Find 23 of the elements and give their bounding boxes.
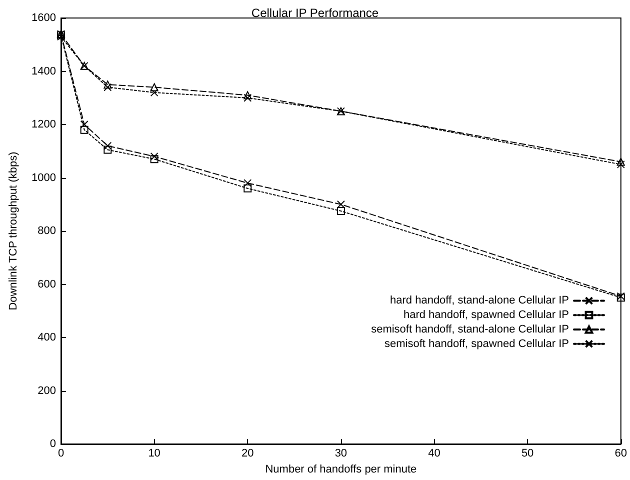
y-tick-label: 0 [50,438,56,450]
legend-label: hard handoff, spawned Cellular IP [403,309,569,322]
x-tick-label: 10 [148,448,160,460]
y-tick-label: 600 [38,278,56,290]
legend-label: hard handoff, stand-alone Cellular IP [390,294,569,307]
x-tick-label: 60 [614,448,628,460]
y-tick-label: 800 [38,225,56,237]
legend-label: semisoft handoff, spawned Cellular IP [384,338,569,350]
x-tick-label: 50 [521,448,534,460]
x-tick-label: 20 [242,448,254,460]
y-tick-label: 1600 [32,12,56,24]
x-tick-label: 30 [334,448,348,460]
x-axis-title: Number of handoffs per minute [265,464,417,476]
y-tick-label: 200 [38,384,56,397]
y-tick-label: 400 [38,332,56,344]
x-tick-label: 0 [58,448,64,460]
y-tick-label: 1000 [32,172,56,184]
legend-label: semisoft handoff, stand-alone Cellular IP [371,324,569,336]
x-tick-label: 40 [428,448,440,460]
y-tick-label: 1200 [32,118,56,130]
chart-title: Cellular IP Performance [251,6,379,20]
y-axis-title: Downlink TCP throughput (kbps) [8,152,20,310]
y-tick-label: 1400 [32,65,56,78]
